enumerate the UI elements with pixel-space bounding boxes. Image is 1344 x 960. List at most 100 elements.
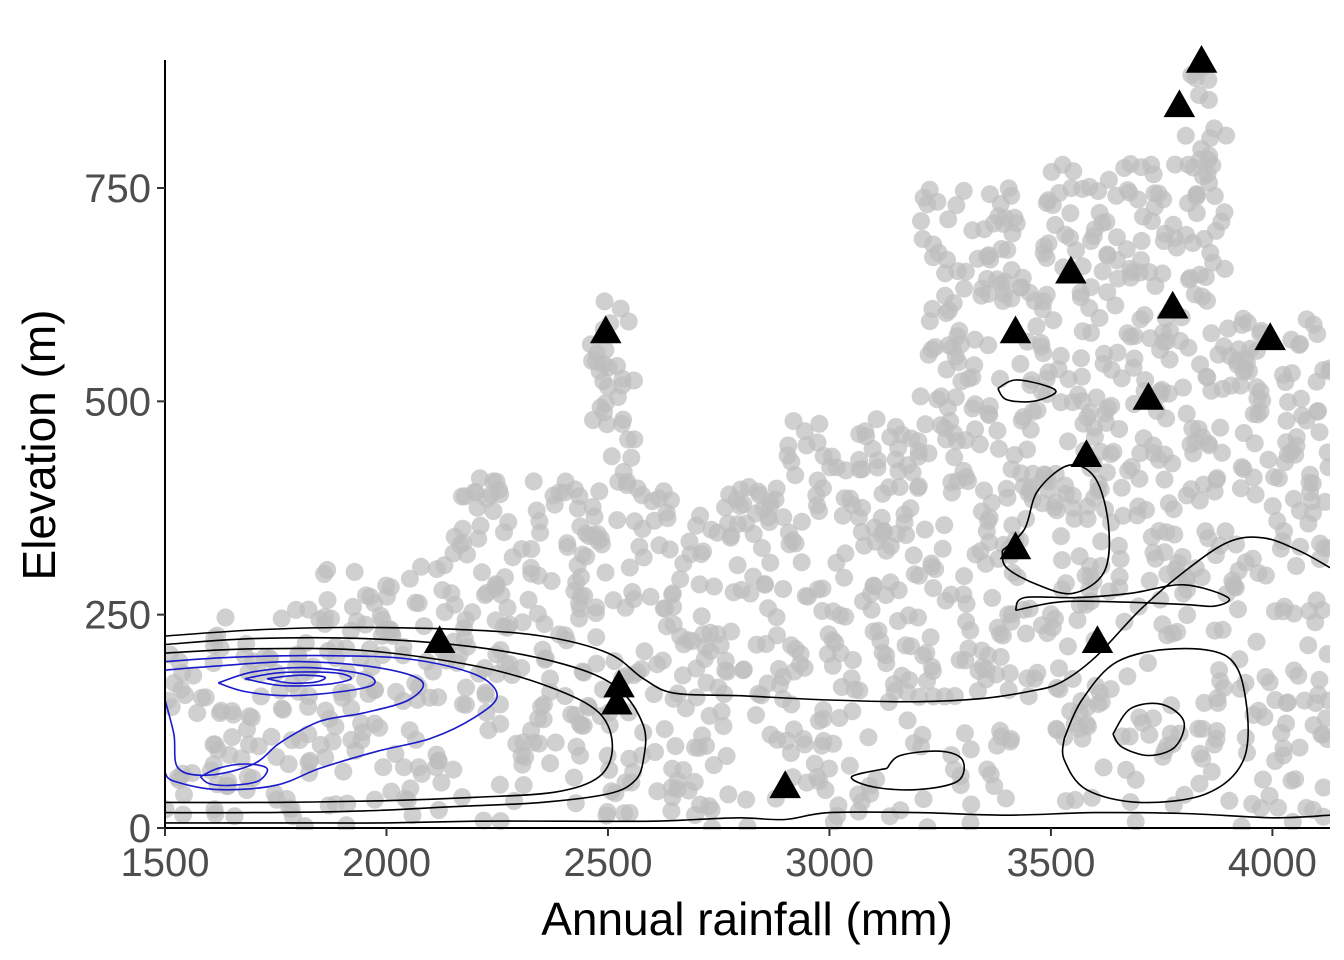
background-point	[1169, 554, 1188, 572]
background-point	[507, 734, 526, 753]
background-point	[444, 760, 463, 779]
background-point	[842, 669, 861, 688]
background-point	[942, 473, 961, 492]
background-point	[966, 545, 985, 564]
background-point	[1302, 492, 1321, 511]
background-point	[641, 587, 660, 606]
y-axis-title: Elevation (m)	[13, 310, 65, 581]
site-triangle	[1132, 382, 1165, 410]
background-point	[1056, 476, 1075, 495]
background-point	[633, 486, 652, 505]
background-point	[945, 687, 964, 705]
background-point	[749, 684, 768, 703]
background-point	[1319, 458, 1330, 477]
background-point	[444, 544, 463, 563]
background-point	[957, 612, 976, 631]
background-point	[913, 725, 932, 744]
background-point	[356, 615, 375, 634]
background-point	[761, 553, 780, 572]
background-point	[352, 714, 371, 733]
background-point	[1102, 396, 1121, 415]
background-point	[792, 553, 811, 572]
background-point	[1002, 460, 1021, 478]
background-point	[1207, 470, 1226, 489]
background-point	[722, 622, 741, 641]
background-point	[774, 508, 793, 527]
background-point	[1118, 667, 1137, 686]
background-point	[966, 395, 985, 414]
background-point	[951, 767, 970, 785]
background-point	[415, 617, 433, 636]
background-point	[602, 447, 621, 466]
background-point	[1292, 389, 1311, 408]
background-point	[577, 547, 596, 566]
background-point	[586, 604, 605, 622]
background-point	[836, 544, 855, 563]
background-point	[955, 567, 974, 586]
background-point	[1177, 404, 1196, 423]
background-point	[939, 336, 958, 355]
background-point	[655, 720, 674, 739]
background-point	[206, 735, 225, 754]
background-point	[898, 711, 917, 730]
background-point	[568, 499, 587, 518]
background-point	[1023, 402, 1042, 421]
background-point	[1082, 278, 1100, 297]
x-tick-label: 1500	[121, 841, 210, 885]
background-point	[1199, 70, 1218, 89]
background-point	[1174, 378, 1192, 397]
background-point	[1099, 170, 1118, 189]
background-point	[1044, 311, 1063, 330]
x-tick-label: 3500	[1006, 841, 1095, 885]
background-point	[797, 773, 816, 792]
x-tick-label: 2000	[342, 841, 431, 885]
background-point	[991, 648, 1010, 666]
background-point	[370, 718, 389, 737]
background-point	[1049, 659, 1068, 678]
background-point	[528, 604, 547, 623]
background-point	[500, 615, 519, 634]
background-point	[944, 294, 963, 313]
background-point	[644, 685, 663, 704]
background-point	[747, 706, 765, 725]
x-tick-label: 3000	[785, 841, 874, 885]
background-point	[1096, 500, 1115, 519]
background-point	[580, 527, 599, 546]
background-point	[909, 477, 928, 496]
background-point	[716, 661, 735, 680]
density-contour-level-1	[997, 379, 1057, 403]
background-point	[982, 493, 1001, 512]
background-point	[622, 448, 641, 467]
background-point	[400, 721, 419, 740]
background-point	[1201, 243, 1220, 262]
background-point	[473, 563, 491, 582]
background-point	[873, 484, 892, 503]
background-point	[468, 498, 487, 517]
background-point	[875, 522, 893, 541]
x-axis-title: Annual rainfall (mm)	[541, 893, 953, 945]
background-point	[1027, 317, 1046, 336]
background-point	[1161, 322, 1180, 341]
background-point	[1002, 605, 1021, 624]
background-point	[600, 760, 619, 779]
background-point	[1153, 264, 1172, 283]
background-point	[315, 607, 334, 626]
background-point	[1236, 673, 1255, 692]
background-point	[782, 452, 801, 471]
background-point	[955, 279, 974, 298]
background-point	[968, 249, 987, 268]
background-point	[287, 600, 305, 619]
background-point	[949, 353, 968, 372]
background-point	[701, 623, 720, 642]
density-contour-level-2	[1061, 647, 1249, 804]
background-point	[1061, 702, 1080, 721]
background-point	[546, 733, 565, 752]
background-point	[1085, 220, 1104, 239]
background-point	[1095, 344, 1114, 363]
background-point	[954, 461, 973, 480]
background-point	[867, 410, 886, 429]
background-point	[176, 686, 195, 704]
background-point	[1265, 468, 1284, 487]
background-point	[1282, 330, 1301, 349]
background-point	[836, 461, 855, 480]
